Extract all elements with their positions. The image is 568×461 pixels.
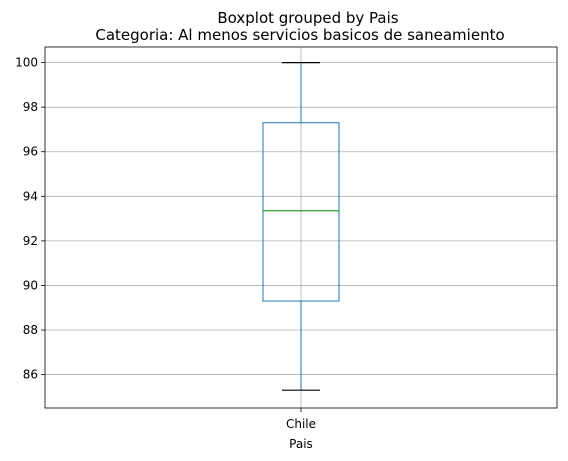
y-tick-label: 86: [23, 368, 38, 382]
box-layer: [262, 61, 340, 391]
x-axis-label: Pais: [289, 437, 313, 451]
plot-frame: [44, 46, 558, 409]
y-tick-label: 100: [15, 56, 38, 70]
y-tick-label: 94: [23, 189, 38, 203]
y-tick-label: 96: [23, 145, 38, 159]
chart-subtitle: Categoria: Al menos servicios basicos de…: [95, 26, 504, 44]
box-iqr: [262, 122, 340, 302]
grid-lines: [45, 47, 557, 408]
x-tick-label: Chile: [286, 417, 316, 431]
y-tick-label: 90: [23, 278, 38, 292]
y-tick-label: 92: [23, 234, 38, 248]
y-tick-label: 98: [23, 100, 38, 114]
y-axis-ticks: 86 88 90 92 94 96 98 100: [15, 56, 45, 382]
x-axis-ticks: Chile: [286, 408, 316, 431]
chart-title: Boxplot grouped by Pais: [217, 9, 398, 27]
y-tick-label: 88: [23, 323, 38, 337]
